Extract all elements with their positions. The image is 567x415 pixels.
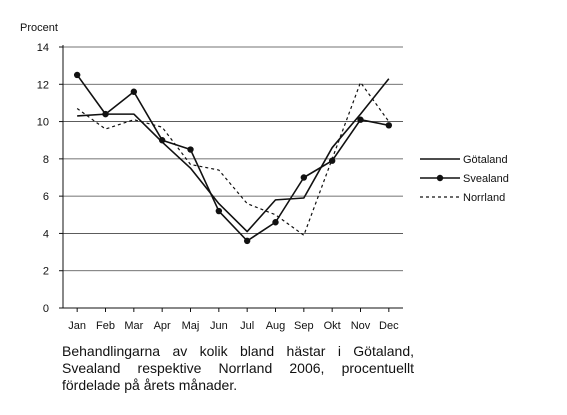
figure-caption: Behandlingarna av kolik bland hästar i G… xyxy=(62,343,414,393)
data-point-svealand xyxy=(385,122,393,129)
data-point-svealand xyxy=(243,237,251,245)
x-tick-label: Dec xyxy=(379,320,399,332)
axes xyxy=(62,45,403,309)
x-tick-label: Jun xyxy=(210,320,228,332)
grid-lines xyxy=(63,46,403,272)
y-ticks: 0 2 4 6 8 10 12 14 xyxy=(37,42,63,315)
y-tick-label: 12 xyxy=(37,79,49,91)
x-tick-label: Okt xyxy=(324,320,341,332)
x-tick-label: Jan xyxy=(68,320,86,332)
y-axis-label: Procent xyxy=(20,22,58,34)
y-tick-label: 0 xyxy=(43,303,49,315)
data-point-svealand xyxy=(130,88,138,95)
data-point-svealand xyxy=(158,137,166,144)
data-point-svealand xyxy=(73,71,81,79)
data-point-svealand xyxy=(187,146,194,153)
series-line-svealand xyxy=(76,74,389,242)
y-tick-label: 2 xyxy=(43,266,49,278)
legend-marker-svealand xyxy=(436,174,444,182)
series-group xyxy=(73,71,393,245)
legend-label-svealand: Svealand xyxy=(463,173,509,185)
y-tick-label: 14 xyxy=(37,42,49,54)
y-tick-label: 4 xyxy=(43,228,49,240)
x-tick-label: Jul xyxy=(240,320,254,332)
y-tick-label: 10 xyxy=(37,117,49,129)
x-tick-label: Nov xyxy=(351,320,371,332)
x-tick-label: Aug xyxy=(266,320,286,332)
data-point-svealand xyxy=(215,207,223,215)
chart: Procent 0 2 4 6 8 10 12 14 Jan Feb Mar Apr Maj Jun Ju… xyxy=(20,22,509,332)
legend: Götaland Svealand Norrland xyxy=(420,154,509,204)
x-ticks: Jan Feb Mar Apr Maj Jun Jul Aug Sep Okt Nov Dec xyxy=(68,308,399,332)
series-line-norrland xyxy=(76,81,390,236)
data-point-svealand xyxy=(357,116,364,123)
x-tick-label: Sep xyxy=(294,320,314,332)
data-point-svealand xyxy=(272,219,279,226)
x-tick-label: Maj xyxy=(182,320,200,332)
data-point-svealand xyxy=(300,174,308,181)
x-tick-label: Apr xyxy=(154,320,171,332)
data-point-svealand xyxy=(102,110,109,118)
legend-label-norrland: Norrland xyxy=(463,192,505,204)
legend-label-g-taland: Götaland xyxy=(463,154,508,166)
x-tick-label: Feb xyxy=(96,320,115,332)
series-line-g-taland xyxy=(77,78,390,233)
x-tick-label: Mar xyxy=(124,320,143,332)
y-tick-label: 6 xyxy=(43,191,49,203)
y-tick-label: 8 xyxy=(43,154,49,166)
